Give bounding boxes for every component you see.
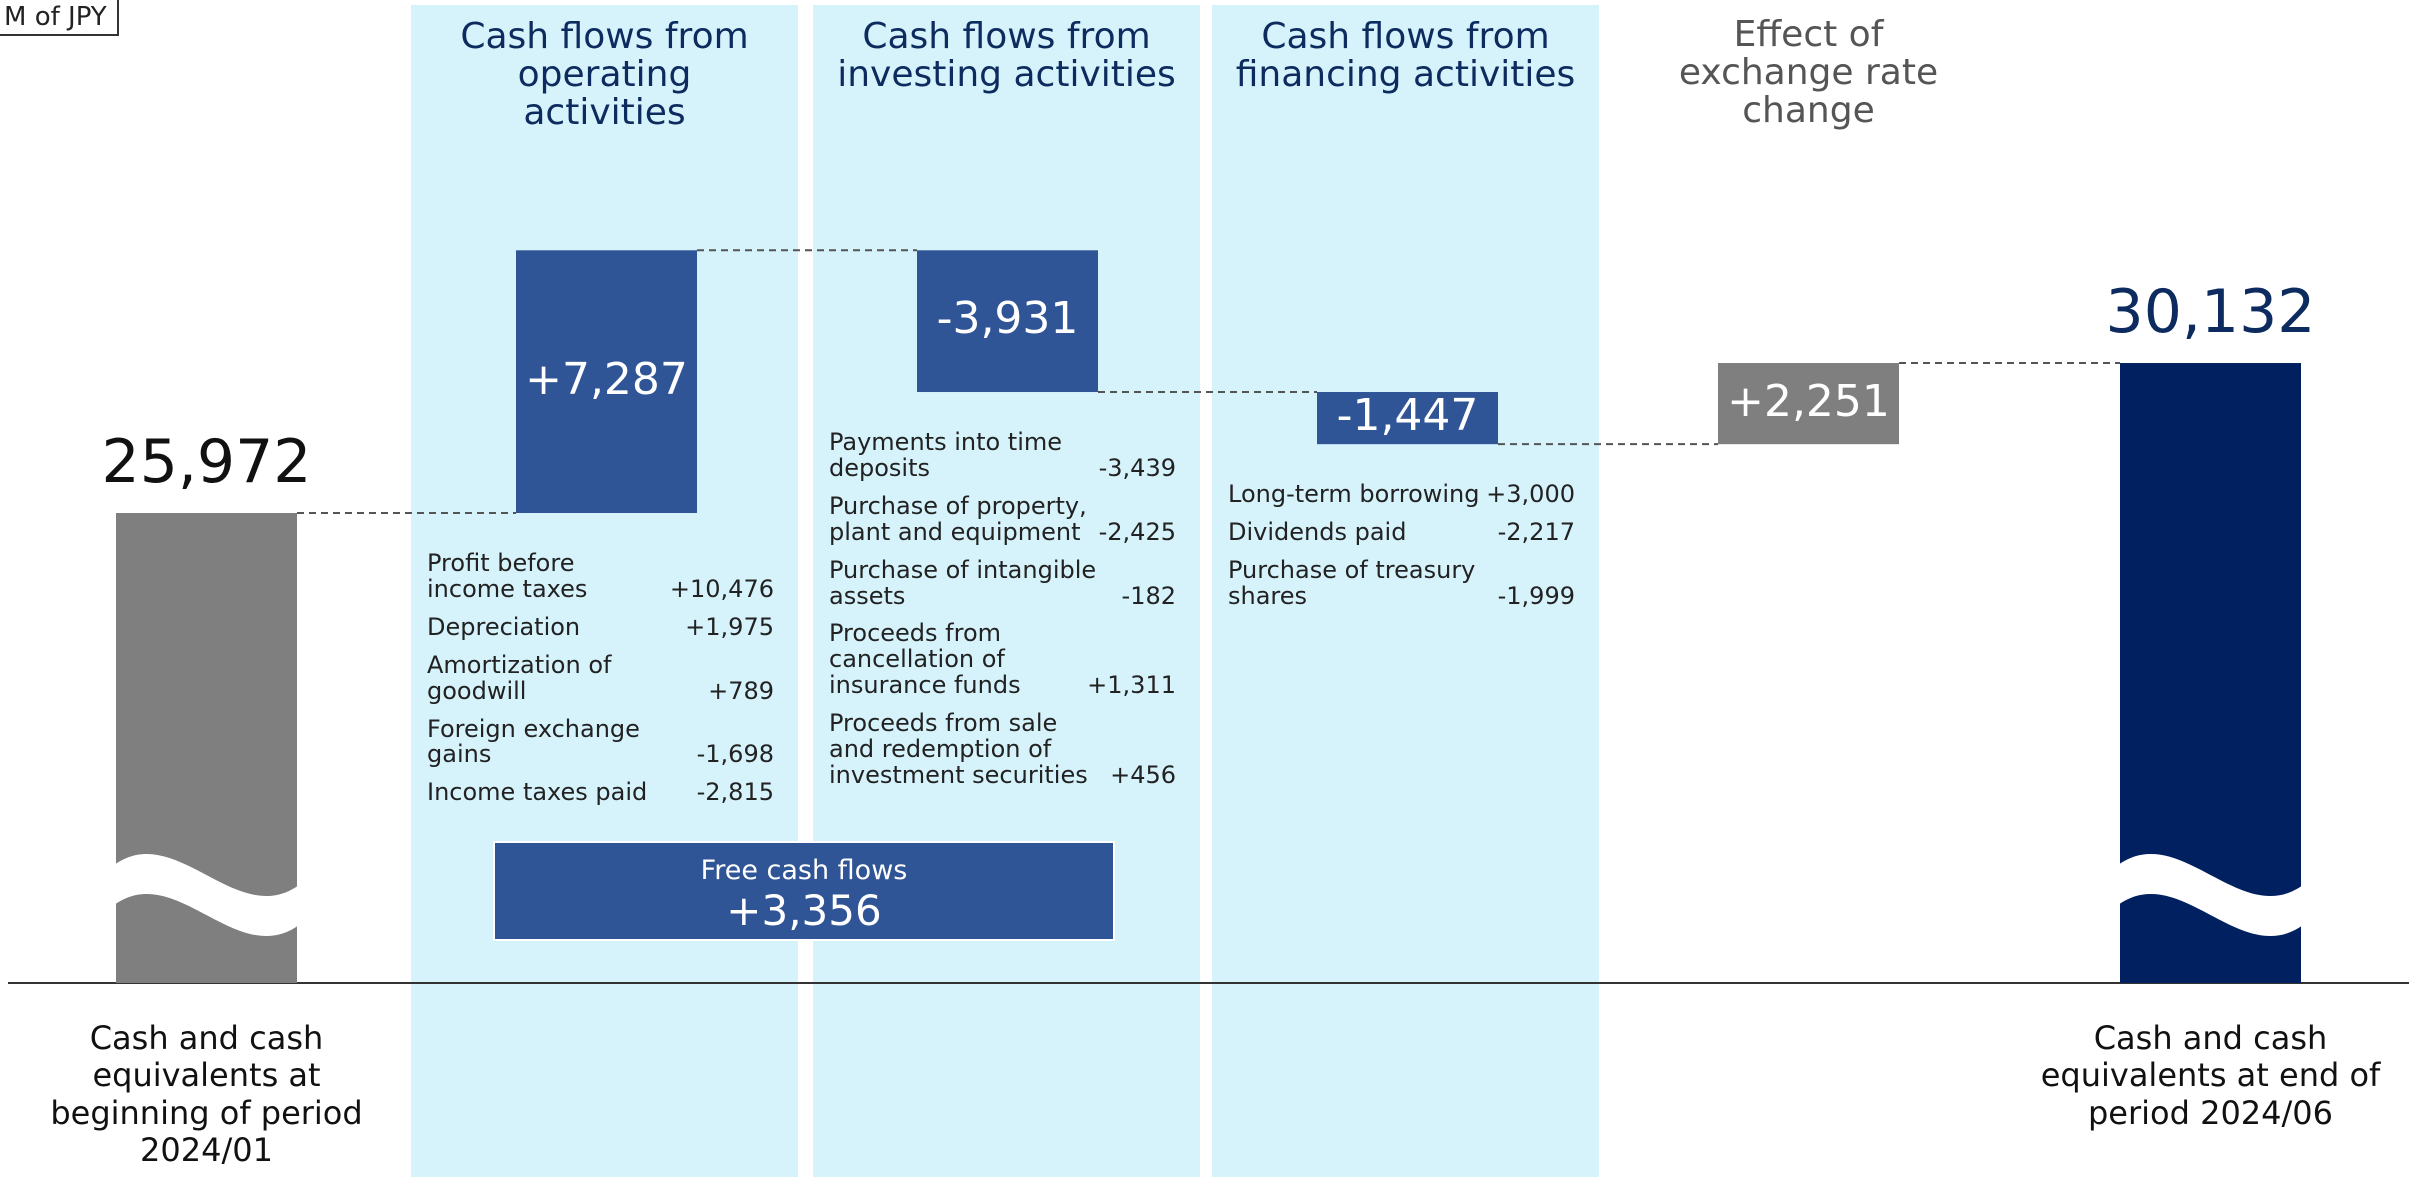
detail-row: Profit before income taxes +10,476	[427, 549, 774, 603]
detail-value: +456	[1110, 760, 1176, 789]
detail-value: +10,476	[669, 574, 774, 603]
detail-row: Purchase of treasury shares -1,999	[1228, 555, 1575, 610]
detail-row: Proceeds from cancellation of insurance …	[829, 621, 1176, 699]
detail-label: Foreign exchange gains	[427, 714, 640, 769]
detail-row: Income taxes paid -2,815	[427, 778, 774, 807]
detail-row: Depreciation +1,975	[427, 612, 774, 641]
detail-label: Proceeds from cancellation of insurance …	[829, 619, 1021, 700]
detail-row: Proceeds from sale and redemption of inv…	[829, 709, 1176, 789]
detail-row: Purchase of intangible assets -182	[829, 555, 1176, 610]
detail-label: Purchase of intangible assets	[829, 555, 1097, 610]
detail-value: -1,999	[1497, 581, 1575, 610]
unit-label: M of JPY	[0, 0, 119, 36]
detail-label: Purchase of property, plant and equipmen…	[829, 491, 1087, 546]
detail-label: Purchase of treasury shares	[1228, 555, 1476, 610]
detail-row: Dividends paid -2,217	[1228, 518, 1575, 547]
detail-label: Profit before income taxes	[427, 549, 588, 603]
value-label: +2,251	[1727, 375, 1890, 427]
detail-value: -2,815	[696, 778, 774, 807]
detail-row: Payments into time deposits -3,439	[829, 428, 1176, 482]
detail-value: -2,217	[1497, 518, 1575, 547]
detail-label: Amortization of goodwill	[427, 650, 612, 705]
detail-list: Payments into time deposits -3,439 Purchas…	[829, 428, 1176, 801]
fcf-label: Free cash flows	[700, 855, 908, 886]
value-label: -1,447	[1336, 390, 1479, 442]
bar	[1718, 363, 1899, 445]
detail-label: Long-term borrowing	[1228, 480, 1480, 509]
detail-row: Long-term borrowing +3,000	[1228, 480, 1575, 509]
detail-row: Amortization of goodwill +789	[427, 650, 774, 705]
category-label: Cash and cash equivalents at end of peri…	[2040, 1019, 2381, 1132]
value-label: +7,287	[525, 353, 688, 405]
detail-label: Payments into time deposits	[829, 428, 1063, 482]
column-title: Effect of exchange rate change	[1678, 14, 1939, 131]
column-band	[411, 5, 798, 1177]
axis-break	[2118, 853, 2303, 937]
detail-value: -3,439	[1098, 453, 1176, 482]
detail-value: +1,975	[685, 612, 774, 641]
detail-value: +3,000	[1486, 480, 1575, 509]
detail-label: Proceeds from sale and redemption of inv…	[829, 709, 1088, 789]
bar	[516, 250, 697, 513]
bar	[917, 250, 1098, 393]
detail-label: Dividends paid	[1228, 518, 1407, 547]
value-label: 25,972	[101, 427, 312, 497]
column-title: Cash flows from operating activities	[460, 16, 749, 133]
detail-label: Income taxes paid	[427, 778, 648, 807]
column-title: Cash flows from investing activities	[837, 16, 1176, 95]
column-title: Cash flows from financing activities	[1235, 16, 1576, 95]
column-band	[813, 5, 1200, 1177]
bar	[1317, 392, 1498, 445]
detail-value: -2,425	[1098, 517, 1176, 546]
detail-value: -182	[1121, 581, 1176, 610]
detail-row: Purchase of property, plant and equipmen…	[829, 491, 1176, 546]
column-band	[1212, 5, 1599, 1177]
category-label: Cash and cash equivalents at beginning o…	[50, 1019, 363, 1170]
fcf-value: +3,356	[726, 886, 882, 935]
detail-list: Profit before income taxes +10,476 Depreci…	[427, 549, 774, 818]
detail-value: +789	[708, 676, 774, 705]
detail-value: +1,311	[1087, 671, 1176, 700]
value-label: 30,132	[2105, 277, 2316, 348]
value-label: -3,931	[936, 293, 1079, 345]
axis-break	[114, 853, 299, 937]
detail-value: -1,698	[696, 740, 774, 769]
detail-label: Depreciation	[427, 612, 581, 641]
detail-list: Long-term borrowing +3,000 Dividends paid -…	[1228, 480, 1575, 622]
detail-row: Foreign exchange gains -1,698	[427, 714, 774, 769]
free-cash-flows: Free cash flows +3,356	[493, 841, 1115, 941]
